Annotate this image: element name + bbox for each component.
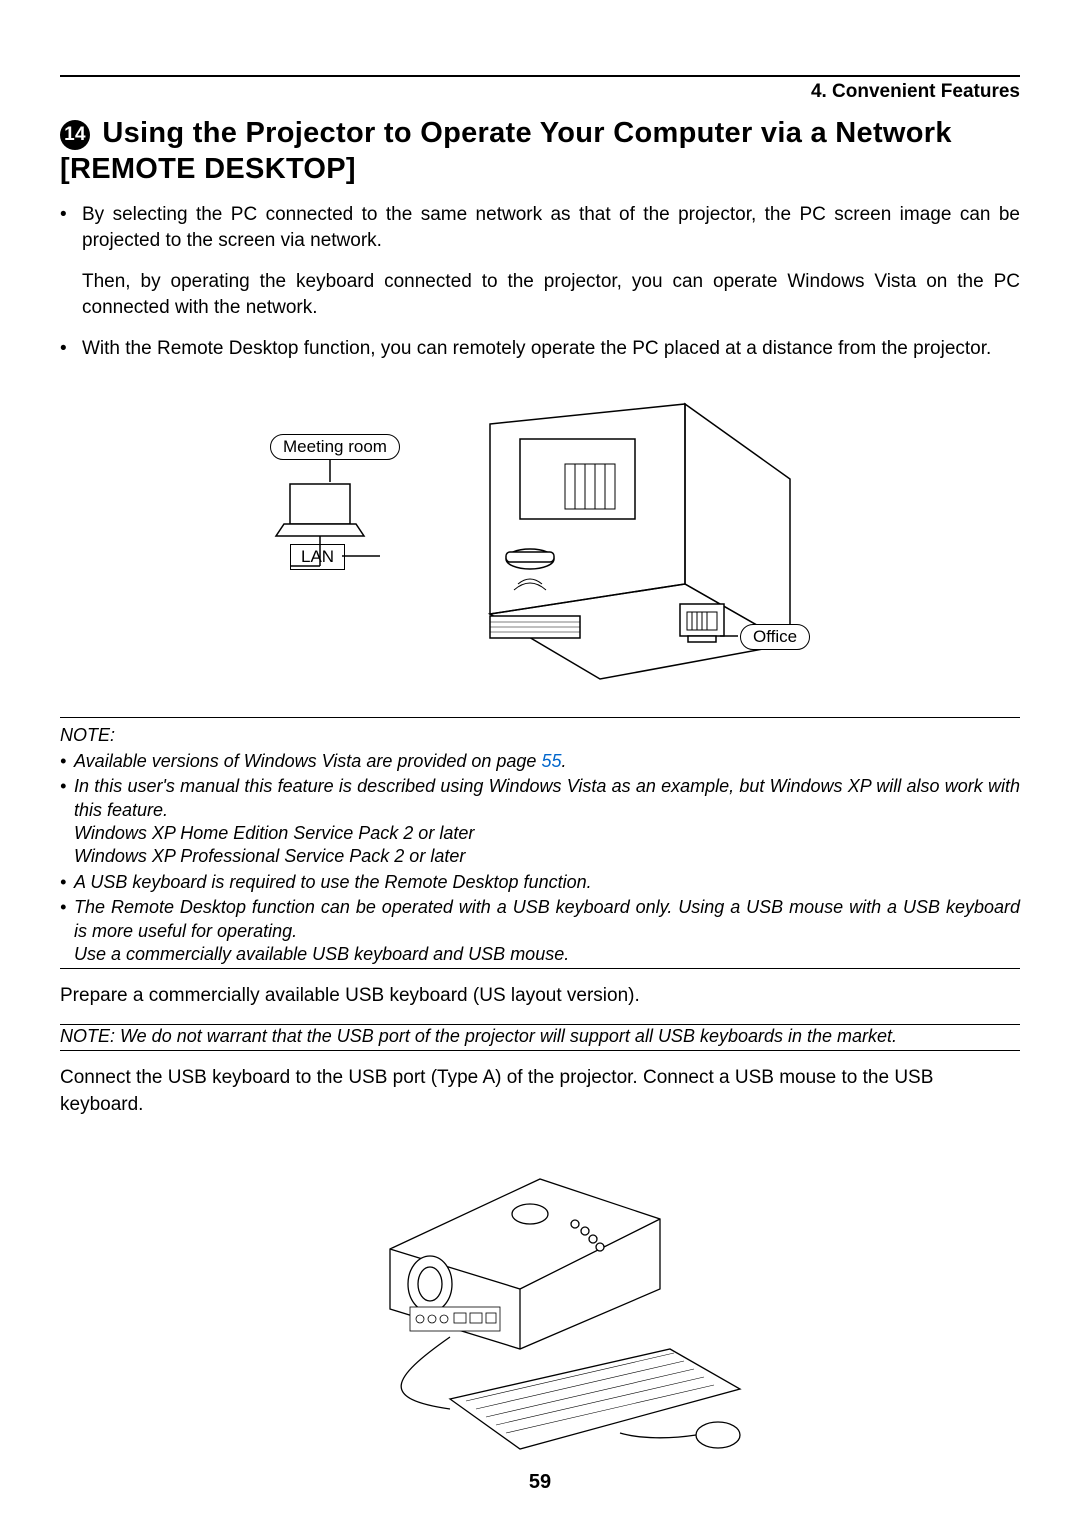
note1-item-3: A USB keyboard is required to use the Re… [74, 871, 1020, 894]
note1-top-rule [60, 717, 1020, 718]
page-number: 59 [0, 1471, 1080, 1494]
body-bullet-2: With the Remote Desktop function, you ca… [82, 336, 1020, 363]
note1-item-4-sub1: Use a commercially available USB keyboar… [74, 943, 1020, 966]
note-block-2: NOTE: We do not warrant that the USB por… [60, 1025, 1020, 1048]
projector-keyboard-diagram [60, 1139, 1020, 1474]
note1-item-1: Available versions of Windows Vista are … [74, 750, 1020, 773]
note1-page-link[interactable]: 55 [541, 751, 561, 771]
note1-item-2: In this user's manual this feature is de… [74, 775, 1020, 869]
note1-item-4-text: The Remote Desktop function can be opera… [74, 897, 1020, 940]
note1-title: NOTE: [60, 724, 1020, 747]
note2-bottom-rule [60, 1050, 1020, 1051]
top-rule [60, 75, 1020, 77]
note1-item-2-sub2: Windows XP Professional Service Pack 2 o… [74, 845, 1020, 868]
body-bullet-1: By selecting the PC connected to the sam… [82, 202, 1020, 322]
note1-bottom-rule [60, 968, 1020, 969]
projector-keyboard-image [320, 1139, 760, 1469]
diagram-connectors-icon [260, 384, 820, 694]
prepare-text: Prepare a commercially available USB key… [60, 983, 1020, 1010]
note1-item-2-sub1: Windows XP Home Edition Service Pack 2 o… [74, 822, 1020, 845]
network-diagram: Meeting room LAN Office [60, 384, 1020, 699]
note1-item-4: The Remote Desktop function can be opera… [74, 896, 1020, 966]
projector-keyboard-icon [320, 1139, 760, 1469]
connect-text: Connect the USB keyboard to the USB port… [60, 1065, 1020, 1118]
note1-item-2-text: In this user's manual this feature is de… [74, 776, 1020, 819]
network-diagram-image: Meeting room LAN Office [260, 384, 820, 694]
note-block-1: NOTE: Available versions of Windows Vist… [60, 724, 1020, 966]
body-bullets: By selecting the PC connected to the sam… [60, 202, 1020, 363]
body-bullet-1-text: By selecting the PC connected to the sam… [82, 204, 1020, 252]
circled-number-icon: 14 [60, 120, 90, 150]
chapter-label: 4. Convenient Features [60, 81, 1020, 103]
section-heading: 14 Using the Projector to Operate Your C… [60, 115, 1020, 188]
heading-text: Using the Projector to Operate Your Comp… [60, 117, 952, 185]
note1-item-1b: . [561, 751, 566, 771]
note1-item-1a: Available versions of Windows Vista are … [74, 751, 541, 771]
body-bullet-1-para: Then, by operating the keyboard connecte… [82, 269, 1020, 322]
